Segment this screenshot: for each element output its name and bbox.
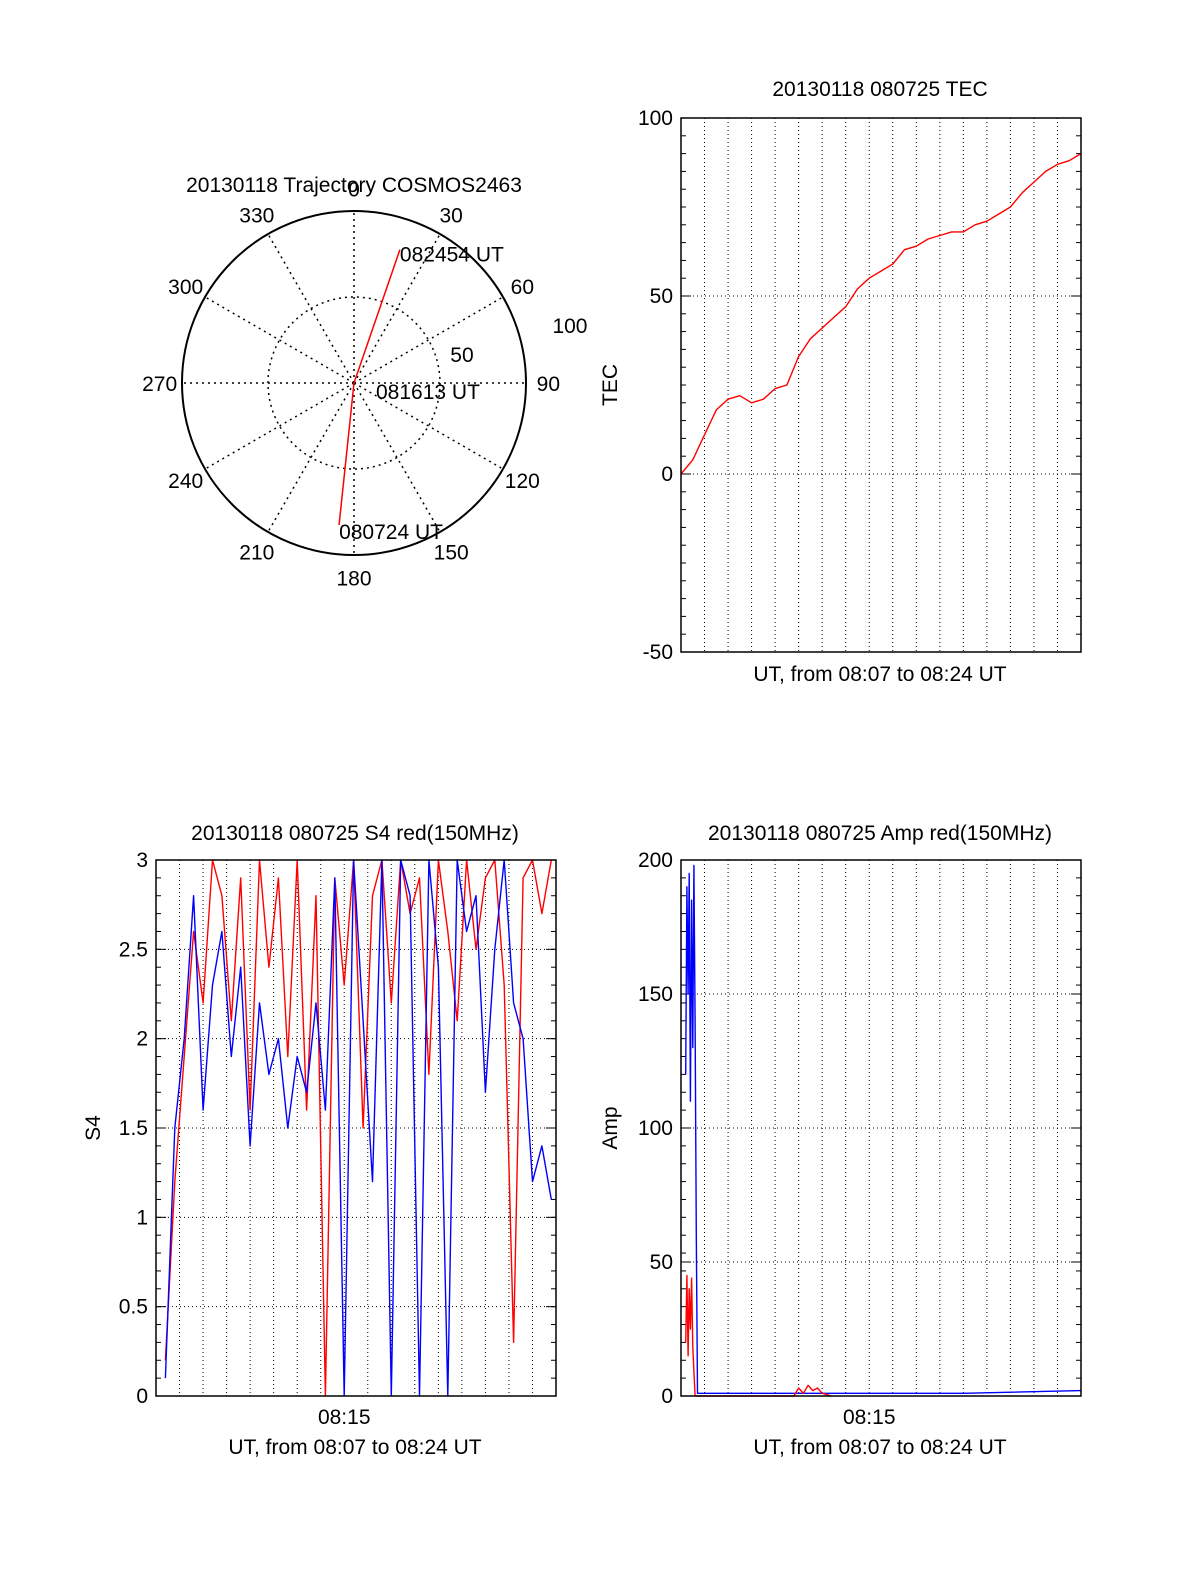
polar-spoke: [353, 233, 441, 384]
series-line-red: [164, 859, 552, 1397]
tec-title: 20130118 080725 TEC: [772, 78, 987, 101]
y-tick-label: 2: [136, 1028, 148, 1051]
polar-radial-label: 50: [450, 344, 473, 367]
polar-azimuth-label: 180: [336, 567, 371, 590]
y-tick-label: 0: [661, 1385, 673, 1408]
amp-axes: 200 150 100 50 0 08:15: [638, 849, 1082, 1429]
y-tick-label: 1: [136, 1206, 148, 1229]
y-tick-label: 0: [136, 1385, 148, 1408]
polar-azimuth-label: 120: [505, 470, 540, 493]
amp-ylabel: Amp: [599, 1106, 622, 1149]
y-tick-label: 2.5: [119, 938, 148, 961]
amp-title: 20130118 080725 Amp red(150MHz): [708, 822, 1052, 845]
series-line-red: [685, 1274, 832, 1397]
polar-spoke: [353, 382, 441, 533]
plot-frame: [680, 117, 1082, 653]
polar-spoke: [204, 382, 355, 470]
polar-chart: 20130118 Trajectory COSMOS2463 0 30 60 90 12…: [142, 174, 587, 590]
series-line-red: [680, 153, 1082, 475]
s4-axes: 3 2.5 2 1.5 1 0.5 0 08:15: [119, 849, 557, 1429]
y-tick-label: 1.5: [119, 1117, 148, 1140]
x-tick-label: 08:15: [318, 1406, 371, 1429]
polar-azimuth-label: 60: [511, 276, 534, 299]
polar-azimuth-labels: 0 30 60 90 120 150 180 210 240 270 300 330: [142, 179, 560, 591]
tec-xlabel: UT, from 08:07 to 08:24 UT: [753, 663, 1006, 686]
polar-track-label: 080724 UT: [339, 521, 443, 544]
amp-xlabel: UT, from 08:07 to 08:24 UT: [753, 1436, 1006, 1459]
amp-chart: 20130118 080725 Amp red(150MHz) UT, from…: [599, 822, 1082, 1459]
series-line-blue: [164, 859, 552, 1397]
plot-frame: [680, 859, 1082, 1397]
polar-azimuth-label: 240: [168, 470, 203, 493]
polar-grid: [181, 210, 527, 556]
polar-spoke: [353, 382, 504, 470]
polar-azimuth-label: 300: [168, 276, 203, 299]
y-tick-label: 3: [136, 849, 148, 872]
polar-azimuth-label: 330: [239, 205, 274, 228]
polar-title: 20130118 Trajectory COSMOS2463: [186, 174, 522, 197]
x-tick-label: 08:15: [843, 1406, 896, 1429]
polar-azimuth-label: 270: [142, 373, 177, 396]
y-tick-label: -50: [643, 641, 673, 664]
polar-track: 080724 UT 081613 UT 082454 UT: [338, 244, 504, 544]
polar-spoke: [353, 296, 504, 384]
polar-radial-label: 100: [552, 315, 587, 338]
tec-chart: 20130118 080725 TEC UT, from 08:07 to 08…: [599, 78, 1082, 686]
polar-azimuth-label: 210: [239, 541, 274, 564]
polar-azimuth-label: 90: [537, 373, 560, 396]
y-tick-label: 200: [638, 849, 673, 872]
polar-spoke: [267, 233, 355, 384]
y-tick-label: 50: [650, 1251, 673, 1274]
plot-frame: [155, 859, 557, 1397]
tec-ylabel: TEC: [599, 364, 622, 406]
polar-radial-labels: 50 100: [450, 315, 587, 367]
y-tick-label: 0.5: [119, 1296, 148, 1319]
s4-xlabel: UT, from 08:07 to 08:24 UT: [228, 1436, 481, 1459]
y-tick-label: 0: [661, 463, 673, 486]
polar-spoke: [267, 382, 355, 533]
polar-outer-ring: [181, 210, 527, 556]
s4-ylabel: S4: [82, 1115, 105, 1141]
tec-axes: 100 50 0 -50: [638, 107, 1082, 664]
polar-spoke: [204, 296, 355, 384]
polar-azimuth-label: 150: [434, 541, 469, 564]
y-tick-label: 100: [638, 1117, 673, 1140]
polar-azimuth-label: 30: [440, 205, 463, 228]
polar-track-line: [338, 249, 401, 526]
s4-chart: 20130118 080725 S4 red(150MHz) UT, from …: [82, 822, 557, 1459]
polar-track-label: 082454 UT: [400, 244, 504, 267]
y-tick-label: 100: [638, 107, 673, 130]
y-tick-label: 150: [638, 983, 673, 1006]
series-line-blue: [685, 864, 1082, 1395]
polar-track-label: 081613 UT: [376, 381, 480, 404]
s4-title: 20130118 080725 S4 red(150MHz): [191, 822, 519, 845]
y-tick-label: 50: [650, 285, 673, 308]
polar-azimuth-label: 0: [348, 179, 360, 202]
